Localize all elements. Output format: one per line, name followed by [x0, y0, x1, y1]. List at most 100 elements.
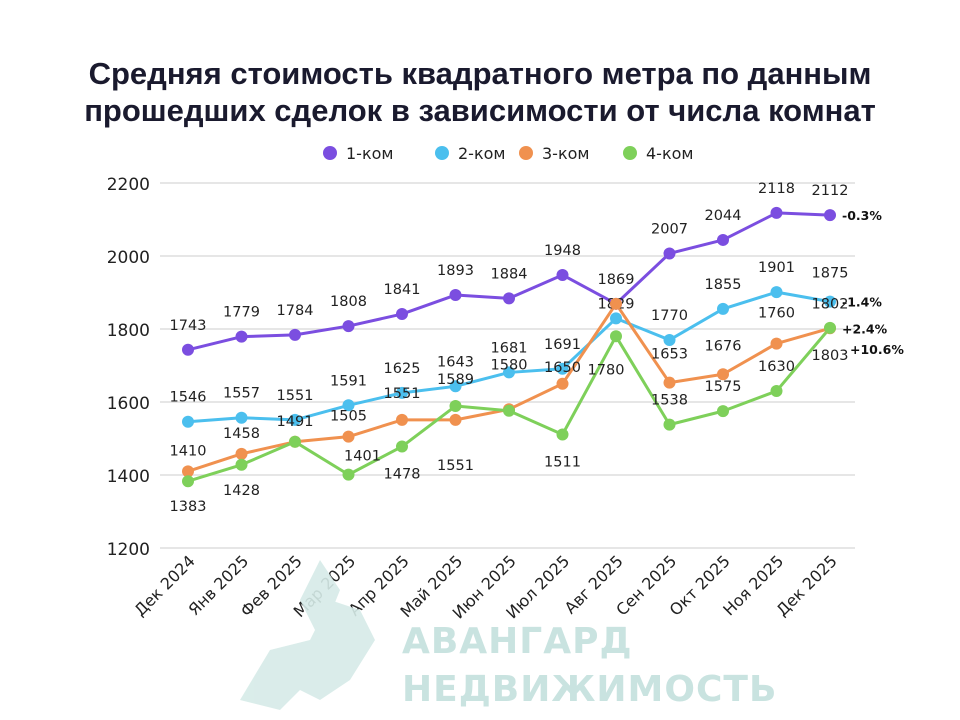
data-label: 1650 [544, 360, 581, 376]
data-label: 1653 [651, 347, 688, 363]
data-label: 1901 [758, 260, 795, 276]
legend-label: 1-ком [346, 144, 393, 163]
y-tick-label: 2200 [107, 175, 150, 195]
data-point [449, 413, 462, 426]
data-point [717, 405, 729, 418]
data-point [396, 386, 408, 399]
legend-marker [519, 146, 533, 160]
data-point [342, 468, 355, 481]
data-label: 2007 [651, 221, 688, 237]
data-point [182, 475, 194, 488]
y-tick-label: 1800 [107, 321, 150, 341]
watermark-line1: АВАНГАРД [402, 621, 633, 662]
chart-title: Средняя стоимость квадратного метра по д… [84, 56, 876, 128]
data-point [770, 385, 783, 398]
data-point [235, 330, 248, 343]
data-label: 1681 [491, 340, 528, 356]
legend-marker [435, 146, 449, 160]
data-point [289, 413, 301, 426]
data-label: 1808 [330, 294, 367, 310]
data-label: 1743 [170, 318, 207, 334]
data-label: 1780 [588, 362, 625, 378]
data-label: 1491 [277, 414, 314, 430]
data-label: 1802 [812, 296, 849, 312]
legend-marker [323, 146, 337, 160]
data-label: 1855 [705, 277, 742, 293]
data-label: 1760 [758, 306, 795, 322]
data-point [396, 440, 408, 453]
data-point [289, 328, 301, 341]
data-point [717, 233, 729, 246]
data-label: 1383 [170, 499, 207, 515]
data-point [449, 289, 462, 302]
data-label: 1505 [330, 409, 367, 425]
data-label: 2044 [705, 208, 742, 224]
data-label: 1841 [384, 282, 421, 298]
data-point [396, 413, 408, 426]
data-label: 1676 [705, 338, 742, 354]
watermark-line2: НЕДВИЖИМОСТЬ [402, 669, 778, 710]
legend-label: 3-ком [542, 144, 589, 163]
data-label: 1410 [170, 443, 207, 459]
data-point [503, 404, 515, 417]
data-label: 1948 [544, 243, 581, 259]
data-label: 1630 [758, 359, 795, 375]
data-point [610, 330, 622, 343]
data-label: 1551 [384, 386, 421, 402]
data-label: 1538 [651, 393, 688, 409]
data-label: 1458 [223, 426, 260, 442]
data-label: 1691 [544, 337, 581, 353]
data-point [449, 400, 462, 413]
data-point [824, 321, 836, 334]
data-point [824, 209, 836, 222]
data-point [182, 343, 194, 356]
data-label: 1428 [223, 483, 260, 499]
data-point [235, 458, 248, 471]
data-point [770, 286, 783, 299]
y-tick-label: 2000 [107, 248, 150, 268]
change-label: +10.6% [850, 342, 904, 357]
data-point [717, 368, 729, 381]
data-point [503, 292, 515, 305]
watermark: АВАНГАРД НЕДВИЖИМОСТЬ [402, 618, 777, 714]
data-point [663, 418, 676, 431]
data-label: 2112 [812, 183, 849, 199]
data-label: 1625 [384, 361, 421, 377]
data-label: 1869 [598, 272, 635, 288]
data-label: 1770 [651, 308, 688, 324]
data-point [342, 399, 355, 412]
data-point [289, 435, 301, 448]
data-point [556, 428, 569, 441]
change-label: +2.4% [842, 321, 888, 336]
data-label: 1546 [170, 390, 207, 406]
data-point [182, 415, 194, 428]
data-label: 1643 [437, 354, 474, 370]
data-point [770, 337, 783, 350]
data-label: 1511 [544, 454, 581, 470]
change-label: -1.4% [842, 295, 882, 310]
y-tick-label: 1200 [107, 540, 150, 560]
data-label: 1551 [437, 458, 474, 474]
data-label: 1784 [277, 303, 314, 319]
data-point [663, 376, 676, 389]
data-label: 1557 [223, 386, 260, 402]
data-label: 1884 [491, 266, 528, 282]
legend-label: 4-ком [646, 144, 693, 163]
data-label: 1478 [384, 467, 421, 483]
data-label: 1401 [344, 449, 381, 465]
data-point [663, 247, 676, 260]
data-label: 1591 [330, 373, 367, 389]
data-label: 1580 [491, 357, 528, 373]
data-label: 2118 [758, 181, 795, 197]
data-point [503, 366, 515, 379]
data-point [556, 268, 569, 281]
data-point [770, 206, 783, 219]
data-point [449, 380, 462, 393]
data-label: 1575 [705, 379, 742, 395]
data-point [342, 320, 355, 333]
data-point [182, 465, 194, 478]
data-label: 1803 [812, 348, 849, 364]
data-point [610, 312, 622, 325]
data-point [610, 297, 622, 310]
